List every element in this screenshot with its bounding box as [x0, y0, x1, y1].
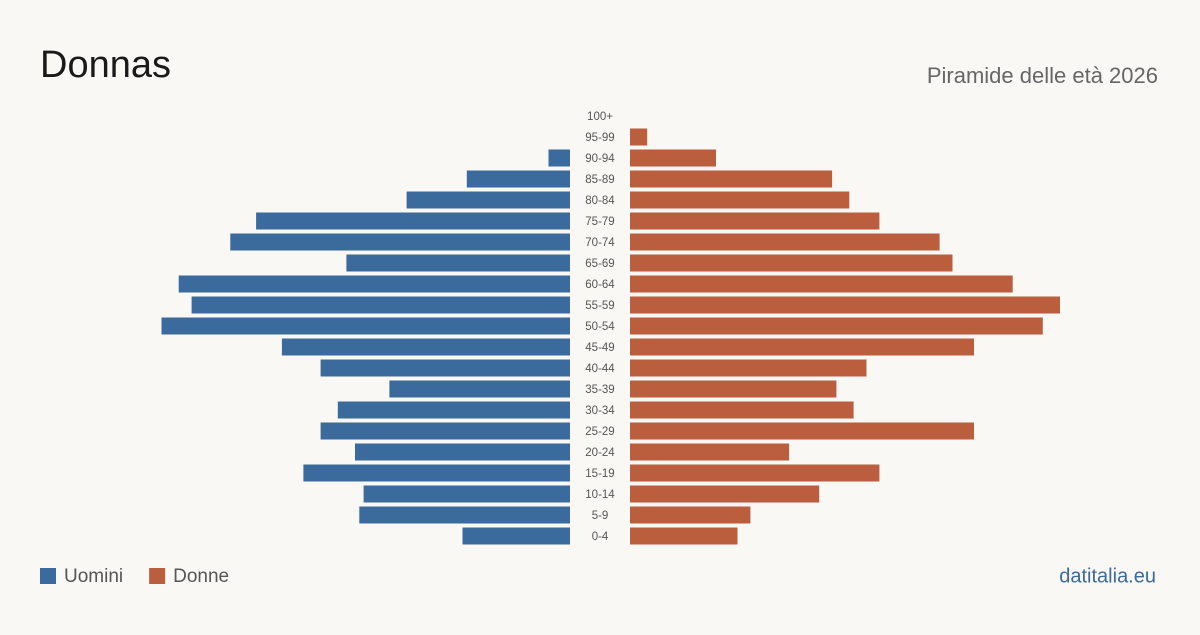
age-label: 45-49 — [585, 342, 614, 354]
bar — [355, 443, 570, 461]
bar — [320, 359, 570, 377]
bar — [630, 359, 867, 377]
chart-subtitle: Piramide delle età 2026 — [927, 63, 1158, 88]
age-label: 30-34 — [585, 405, 615, 417]
legend-swatch — [40, 568, 56, 584]
legend-label: Donne — [173, 566, 229, 587]
age-label: 75-79 — [585, 216, 614, 228]
bar — [363, 485, 570, 503]
bar — [462, 527, 570, 545]
age-label: 50-54 — [585, 321, 615, 333]
bar — [630, 401, 854, 419]
bar — [303, 464, 570, 482]
age-label: 65-69 — [585, 258, 614, 270]
bar — [230, 233, 571, 251]
bar — [346, 254, 570, 272]
bar — [630, 443, 790, 461]
age-label: 85-89 — [585, 174, 614, 186]
age-label: 90-94 — [585, 153, 615, 165]
bar — [630, 170, 833, 188]
age-label: 70-74 — [585, 237, 615, 249]
chart-title: Donnas — [40, 44, 171, 86]
bar — [359, 506, 570, 524]
bar — [337, 401, 570, 419]
bar — [630, 275, 1013, 293]
bar — [630, 506, 751, 524]
bar — [630, 212, 880, 230]
age-label: 35-39 — [585, 384, 614, 396]
age-label: 55-59 — [585, 300, 614, 312]
bar — [630, 233, 940, 251]
bar — [630, 191, 850, 209]
bar — [630, 128, 648, 146]
bar — [256, 212, 570, 230]
bar — [466, 170, 570, 188]
bar — [630, 317, 1043, 335]
age-label: 25-29 — [585, 426, 614, 438]
age-label: 60-64 — [585, 279, 615, 291]
bar — [630, 254, 953, 272]
bar — [630, 422, 974, 440]
bar — [320, 422, 570, 440]
age-label: 20-24 — [585, 447, 615, 459]
bar — [281, 338, 570, 356]
bar — [630, 296, 1060, 314]
legend-label: Uomini — [64, 566, 123, 587]
age-label: 10-14 — [585, 489, 615, 501]
age-label: 100+ — [587, 111, 613, 123]
bar — [191, 296, 570, 314]
bar — [548, 149, 570, 167]
age-label: 15-19 — [585, 468, 614, 480]
age-label: 80-84 — [585, 195, 615, 207]
bar — [161, 317, 570, 335]
age-label: 40-44 — [585, 363, 615, 375]
source: datitalia.eu — [1059, 565, 1156, 587]
age-label: 0-4 — [592, 531, 609, 543]
age-label: 5-9 — [592, 510, 609, 522]
age-label: 95-99 — [585, 132, 614, 144]
bar — [630, 380, 837, 398]
bar — [630, 527, 738, 545]
bar — [178, 275, 570, 293]
bar — [630, 149, 716, 167]
bar — [630, 464, 880, 482]
legend-swatch — [149, 568, 166, 584]
bar — [406, 191, 570, 209]
bar — [630, 338, 974, 356]
bar — [389, 380, 570, 398]
bar — [630, 485, 820, 503]
